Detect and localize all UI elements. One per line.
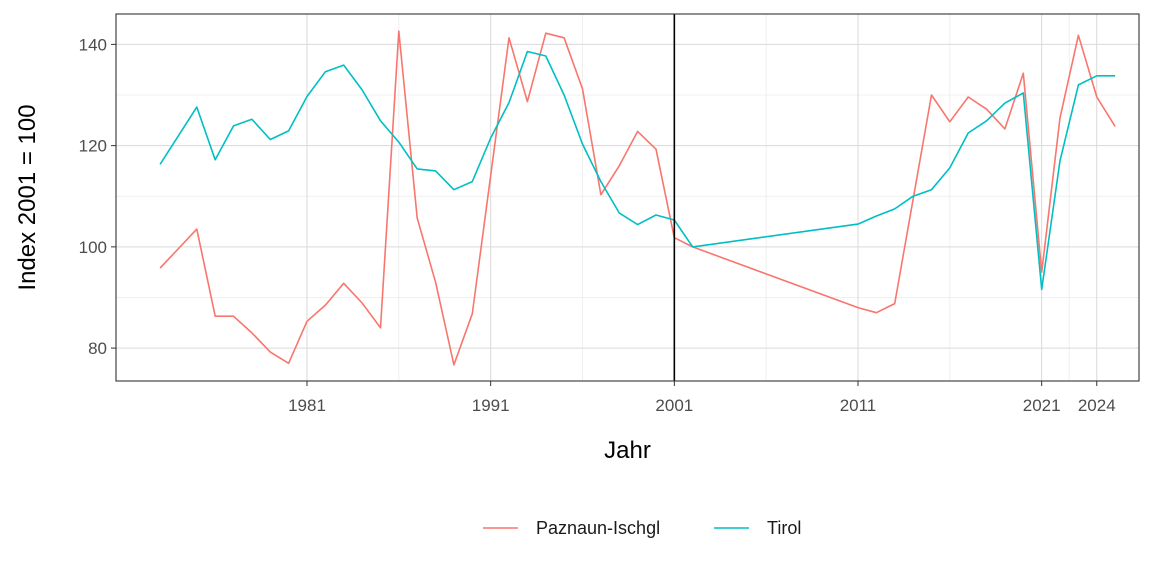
x-tick-label: 1981 (288, 396, 326, 415)
series-line (159, 30, 1116, 366)
x-tick-label: 2011 (840, 396, 877, 415)
y-tick-label: 80 (88, 339, 107, 358)
y-tick-label: 120 (79, 137, 107, 156)
y-tick-label: 100 (79, 238, 107, 257)
series-lines (159, 30, 1116, 366)
series-line (159, 50, 1116, 291)
y-axis-title: Index 2001 = 100 (14, 104, 41, 290)
legend-label: Tirol (767, 518, 801, 538)
x-tick-label: 2001 (655, 396, 693, 415)
x-axis-title: Jahr (604, 437, 651, 464)
x-tick-label: 2021 (1023, 396, 1061, 415)
x-tick-label: 1991 (472, 396, 510, 415)
y-tick-label: 140 (79, 35, 107, 54)
grid-lines (116, 14, 1139, 381)
axis-ticks: 1981 1991 2001 2011 2021 2024 80 100 120 140 (79, 35, 1116, 415)
x-tick-label: 2024 (1078, 396, 1116, 415)
legend-label: Paznaun-Ischgl (536, 518, 660, 538)
legend: Paznaun-Ischgl Tirol (483, 518, 801, 538)
panel-border (115, 13, 1140, 382)
